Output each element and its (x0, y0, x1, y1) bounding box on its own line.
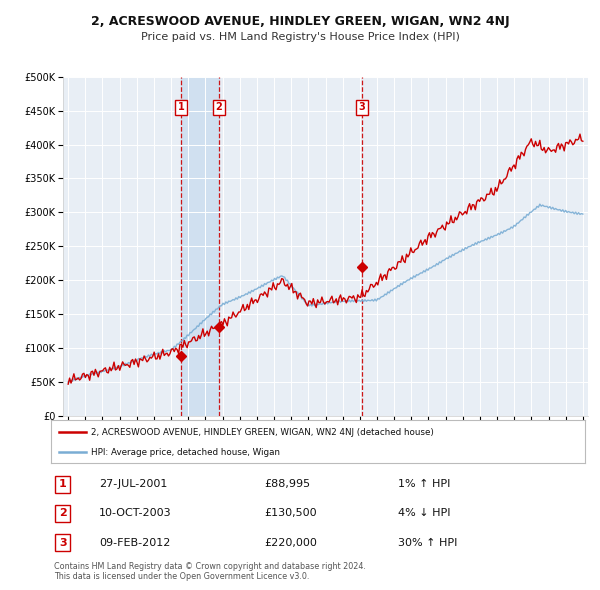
Text: 1: 1 (59, 479, 67, 489)
Text: 3: 3 (59, 537, 67, 548)
Text: 1: 1 (178, 102, 184, 112)
Text: 2: 2 (215, 102, 222, 112)
Text: 09-FEB-2012: 09-FEB-2012 (99, 537, 170, 548)
Text: 10-OCT-2003: 10-OCT-2003 (99, 509, 172, 518)
Text: 3: 3 (358, 102, 365, 112)
Text: £88,995: £88,995 (265, 479, 311, 489)
Text: 2, ACRESWOOD AVENUE, HINDLEY GREEN, WIGAN, WN2 4NJ (detached house): 2, ACRESWOOD AVENUE, HINDLEY GREEN, WIGA… (91, 428, 434, 437)
Text: HPI: Average price, detached house, Wigan: HPI: Average price, detached house, Wiga… (91, 448, 280, 457)
Text: Price paid vs. HM Land Registry's House Price Index (HPI): Price paid vs. HM Land Registry's House … (140, 32, 460, 42)
Text: £130,500: £130,500 (265, 509, 317, 518)
Bar (181, 77, 219, 416)
Text: 2, ACRESWOOD AVENUE, HINDLEY GREEN, WIGAN, WN2 4NJ: 2, ACRESWOOD AVENUE, HINDLEY GREEN, WIGA… (91, 15, 509, 28)
Text: 2: 2 (59, 509, 67, 518)
Text: Contains HM Land Registry data © Crown copyright and database right 2024.
This d: Contains HM Land Registry data © Crown c… (54, 562, 366, 581)
Text: 4% ↓ HPI: 4% ↓ HPI (398, 509, 451, 518)
Text: £220,000: £220,000 (265, 537, 317, 548)
Text: 1% ↑ HPI: 1% ↑ HPI (398, 479, 451, 489)
Text: 27-JUL-2001: 27-JUL-2001 (99, 479, 167, 489)
Text: 30% ↑ HPI: 30% ↑ HPI (398, 537, 457, 548)
